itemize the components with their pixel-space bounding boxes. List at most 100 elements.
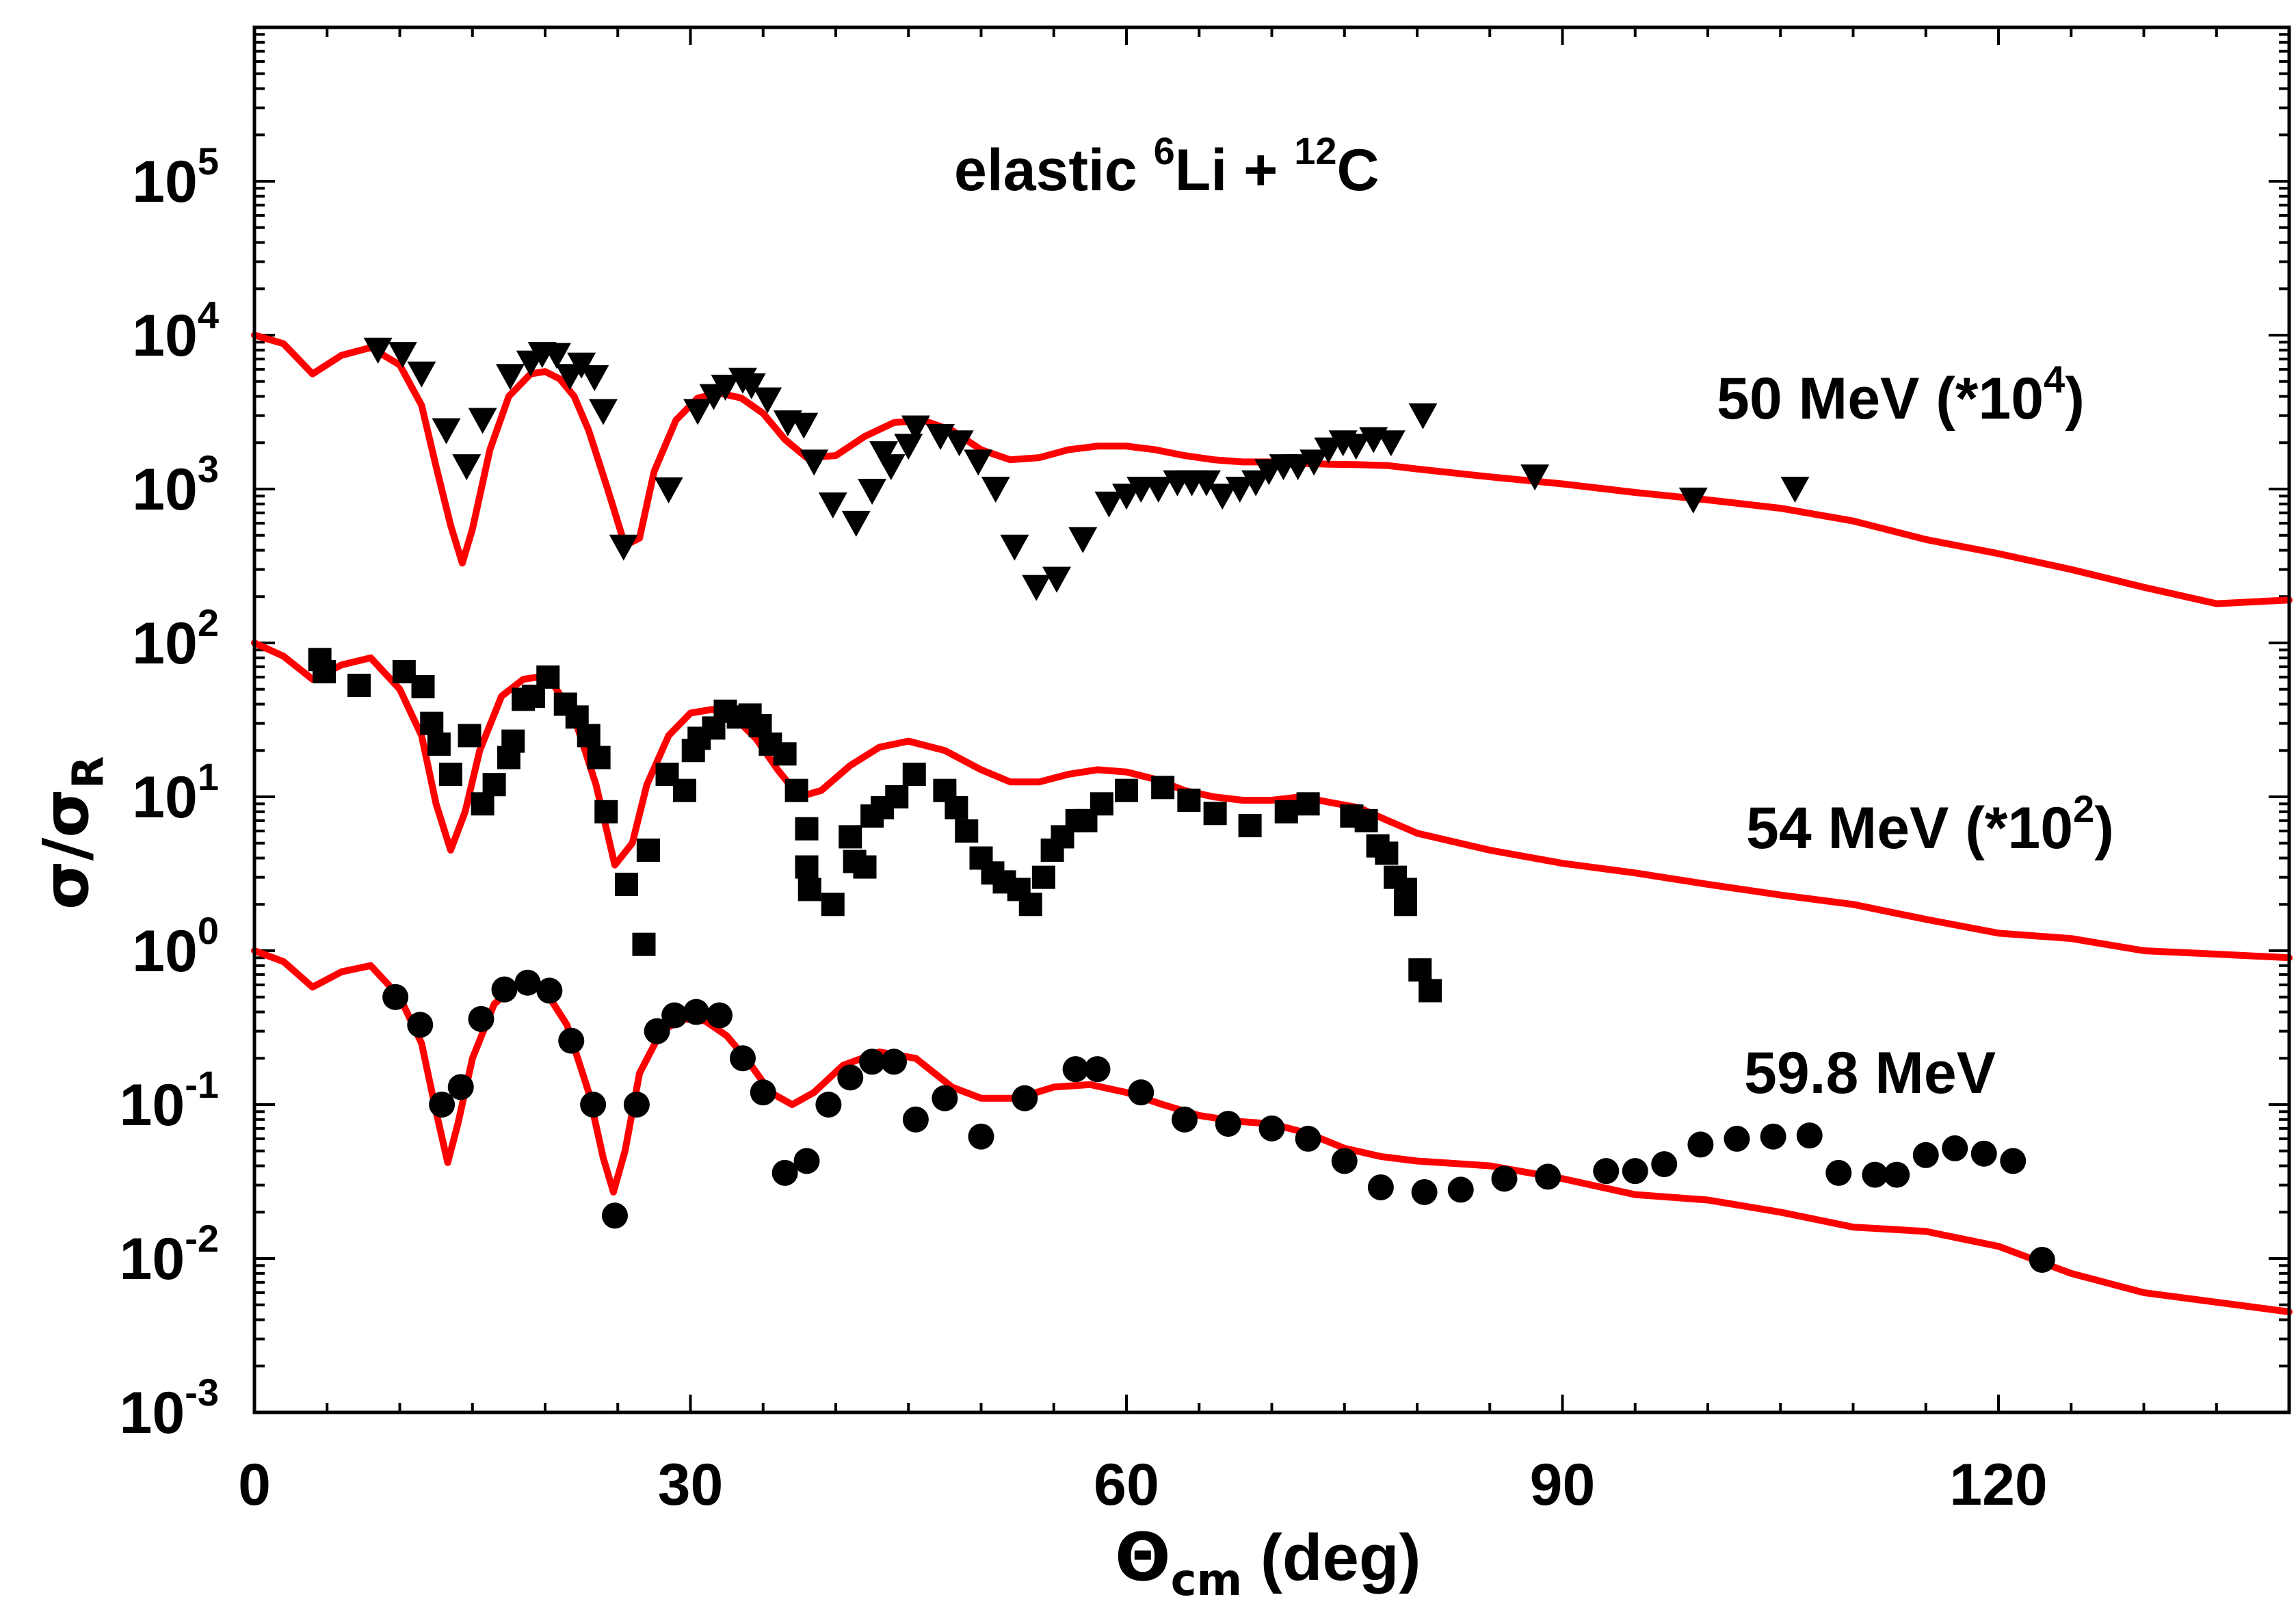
- data-point: [388, 342, 417, 369]
- data-point: [1491, 1165, 1518, 1192]
- data-point: [1208, 484, 1237, 510]
- data-point: [815, 1092, 842, 1118]
- x-tick-label: 60: [1094, 1452, 1159, 1518]
- data-point: [821, 893, 845, 917]
- data-point: [1018, 893, 1042, 917]
- series-circle: [382, 969, 2055, 1273]
- data-point: [1535, 1163, 1561, 1190]
- data-point: [577, 724, 601, 748]
- data-point: [750, 1079, 776, 1106]
- data-point: [1912, 1142, 1939, 1168]
- data-point: [730, 1045, 756, 1072]
- data-point: [1367, 1174, 1394, 1200]
- data-point: [1177, 789, 1201, 813]
- data-point: [793, 1148, 820, 1174]
- data-point: [841, 510, 871, 537]
- data-point: [1622, 1158, 1648, 1185]
- data-point: [1447, 1176, 1474, 1203]
- data-point: [1000, 534, 1029, 561]
- data-point: [2000, 1148, 2027, 1174]
- series-label-50mev: 50 MeV (*104): [1717, 358, 2085, 432]
- data-point: [1172, 1106, 1198, 1133]
- data-point: [1651, 1151, 1678, 1178]
- data-point: [797, 878, 821, 901]
- y-tick-label: 101: [132, 755, 219, 830]
- data-point: [839, 825, 862, 849]
- chart-title: elastic 6Li + 12C: [954, 129, 1380, 203]
- data-point: [609, 534, 638, 561]
- plot-frame: [252, 25, 2291, 1414]
- data-point: [432, 418, 461, 445]
- data-point: [1942, 1135, 1968, 1161]
- data-point: [818, 492, 847, 519]
- series-square: [308, 648, 1442, 1003]
- data-point: [853, 855, 877, 879]
- data-point: [615, 872, 638, 896]
- data-point: [580, 1092, 607, 1118]
- data-point: [536, 665, 560, 689]
- y-tick-label: 103: [132, 447, 219, 523]
- data-point: [420, 711, 444, 735]
- data-point: [981, 477, 1010, 503]
- y-tick-label: 10-3: [120, 1371, 219, 1446]
- data-point: [1112, 484, 1141, 510]
- data-point: [496, 364, 525, 391]
- data-point: [1408, 958, 1432, 982]
- data-point: [858, 478, 887, 505]
- data-point: [1238, 814, 1262, 838]
- data-point: [683, 999, 709, 1025]
- data-point: [968, 1123, 994, 1150]
- data-point: [795, 855, 819, 879]
- x-tick-label: 30: [658, 1452, 724, 1518]
- data-point: [1094, 491, 1124, 518]
- data-point: [1022, 575, 1051, 601]
- data-point: [1191, 470, 1221, 497]
- data-point: [737, 373, 766, 399]
- data-point: [1970, 1140, 1997, 1167]
- data-point: [901, 415, 930, 442]
- data-point: [1796, 1122, 1823, 1149]
- data-point: [1031, 865, 1055, 889]
- data-point: [602, 1202, 628, 1229]
- y-tick-label: 102: [132, 601, 219, 676]
- data-point: [673, 778, 696, 802]
- data-point: [491, 976, 518, 1003]
- data-point: [1090, 792, 1113, 816]
- data-point: [945, 795, 968, 819]
- data-point: [411, 674, 435, 698]
- data-point: [1331, 1148, 1358, 1174]
- x-tick-labels: 0 30 60 90 120: [238, 1452, 2048, 1518]
- fit-curve-2: [251, 640, 2293, 962]
- data-point: [501, 729, 525, 753]
- data-point: [1144, 477, 1173, 503]
- x-axis-label: Θcm (deg): [1115, 1519, 1421, 1606]
- y-tick-label: 10-2: [120, 1217, 219, 1292]
- data-point: [542, 343, 571, 369]
- data-point: [438, 763, 462, 787]
- data-point: [1128, 1079, 1154, 1106]
- data-point: [1151, 776, 1175, 800]
- data-point: [837, 1064, 864, 1091]
- series-label-59-8mev: 59.8 MeV: [1744, 1040, 1996, 1106]
- data-point: [1225, 477, 1254, 503]
- data-point: [654, 477, 683, 503]
- data-point: [580, 365, 609, 392]
- data-point: [452, 454, 481, 481]
- data-point: [683, 399, 713, 425]
- data-point: [1299, 449, 1329, 476]
- data-point: [795, 817, 819, 841]
- data-point: [945, 430, 974, 457]
- fit-curve-3: [251, 332, 2293, 607]
- data-point: [558, 1027, 585, 1054]
- series-label-54mev: 54 MeV (*102): [1746, 787, 2114, 861]
- data-point: [1394, 893, 1417, 917]
- data-point: [2029, 1246, 2055, 1273]
- data-point: [1295, 1125, 1321, 1152]
- data-point: [753, 387, 782, 414]
- data-point: [932, 1085, 958, 1111]
- data-point: [902, 1106, 929, 1133]
- data-point: [1012, 1085, 1038, 1111]
- data-point: [876, 454, 906, 481]
- data-point: [514, 969, 541, 996]
